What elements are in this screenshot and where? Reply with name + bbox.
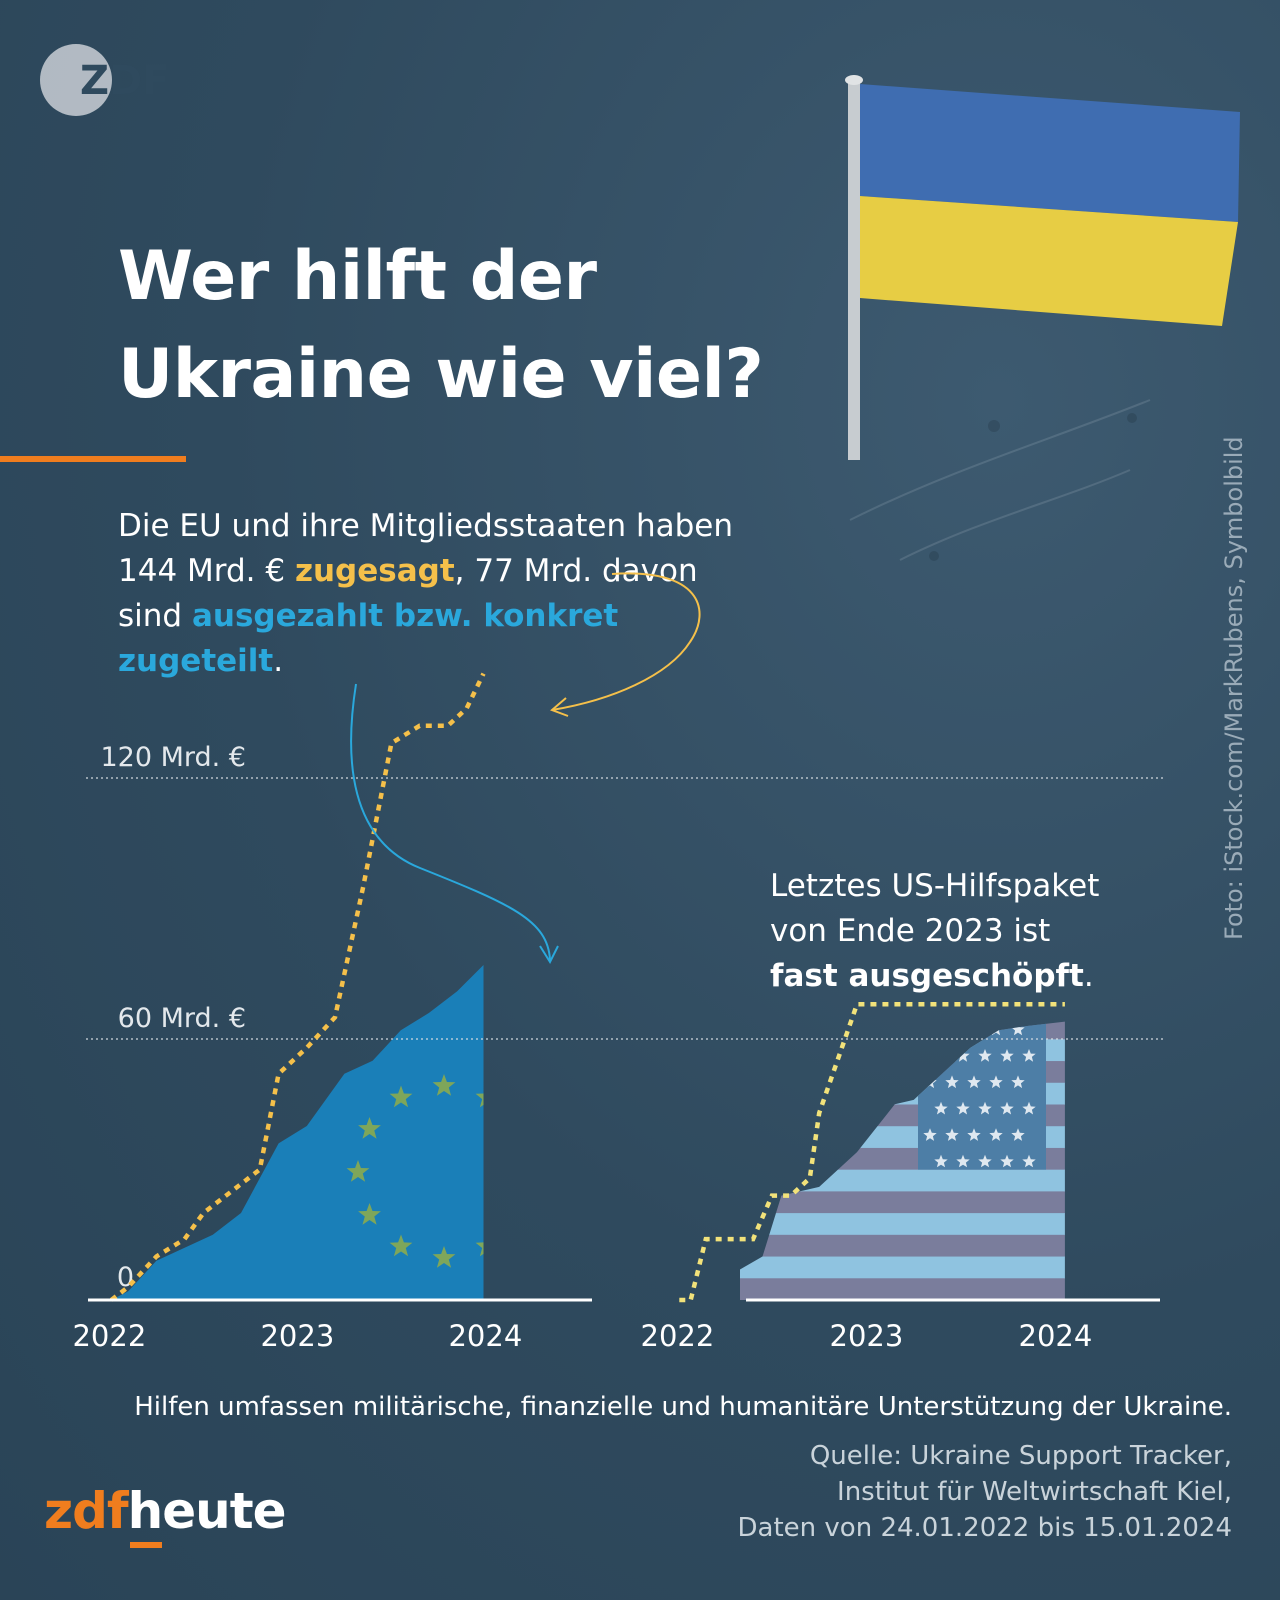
us-star-21 [945, 1128, 959, 1141]
title-line-2: Ukraine wie viel? [118, 335, 764, 414]
us-stripe-1 [740, 1039, 1065, 1062]
pledged-arrow-icon [551, 572, 701, 711]
zdfheute-logo: zdfheute [44, 1482, 287, 1540]
us-stripe-8 [740, 1191, 1065, 1214]
us-star-1 [945, 1022, 959, 1036]
title-line-1: Wer hilft der [118, 237, 597, 316]
us-note-text: Letztes US-Hilfspaket von Ende 2023 ist … [770, 864, 1230, 999]
pledged-arrowhead-icon [550, 697, 569, 717]
us-star-22 [967, 1128, 981, 1141]
us-star-0 [923, 1022, 937, 1036]
us-stripe-11 [740, 1256, 1065, 1279]
us-star-14 [1011, 1075, 1025, 1089]
us-star-2 [967, 1022, 981, 1036]
us-star-16 [956, 1101, 970, 1115]
allocated-arrow-icon [350, 683, 551, 961]
eu-star-10 [358, 1117, 381, 1139]
us-star-19 [1022, 1101, 1036, 1115]
eu-star-4 [507, 1203, 530, 1225]
eu-flag-stars-icon [346, 1074, 542, 1268]
us-note-bold: fast ausgeschöpft [770, 958, 1084, 994]
us-star-18 [1000, 1101, 1014, 1115]
us-star-9 [1022, 1049, 1036, 1062]
x-tick-label-1-2: 2024 [1019, 1319, 1093, 1353]
us-star-24 [1011, 1128, 1025, 1141]
us-star-29 [1022, 1154, 1036, 1168]
footnote: Hilfen umfassen militärische, finanziell… [134, 1392, 1232, 1422]
intro-pledged-label: zugesagt [294, 553, 455, 589]
zdf-logo-icon: ZDF [40, 44, 170, 116]
ukraine-flag-icon [845, 75, 1240, 460]
intro-allocated-label: ausgezahlt bzw. konkret zugeteilt [118, 598, 619, 679]
intro-part-1: Die EU und ihre Mitgliedsstaaten haben 1… [118, 508, 734, 589]
brand-zdf: zdf [44, 1482, 129, 1540]
page-title: Wer hilft der Ukraine wie viel? [118, 228, 818, 424]
us-stripe-12 [740, 1278, 1065, 1300]
us-star-8 [1000, 1049, 1014, 1062]
us-stripe-0 [740, 1021, 1065, 1040]
map-backdrop [849, 399, 1151, 561]
us-star-12 [967, 1075, 981, 1089]
us-star-23 [989, 1128, 1003, 1141]
us-stripe-10 [740, 1234, 1065, 1258]
eu-star-3 [519, 1160, 542, 1182]
us-star-27 [978, 1154, 992, 1168]
eu-star-2 [507, 1117, 530, 1139]
eu-pledged-line [109, 672, 486, 1302]
x-tick-label-0-0: 2022 [72, 1319, 146, 1353]
us-star-26 [956, 1154, 970, 1168]
x-tick-label-1-1: 2023 [830, 1319, 904, 1353]
eu-star-9 [346, 1160, 370, 1182]
us-star-15 [934, 1101, 948, 1115]
us-star-28 [1000, 1154, 1014, 1168]
x-tick-label-0-2: 2024 [448, 1319, 522, 1353]
intro-part-2: , 77 Mrd. davon sind [118, 553, 698, 634]
y-tick-label-0: 120 Mrd. € [100, 742, 246, 773]
gridlines [86, 777, 1164, 1040]
us-note-end: . [1083, 958, 1094, 994]
eu-star-0 [432, 1074, 456, 1096]
us-flag-canton [918, 1021, 1046, 1170]
us-star-17 [978, 1101, 992, 1115]
y-tick-label-2: 0 [117, 1262, 134, 1293]
eu-star-8 [358, 1203, 381, 1225]
us-note-line-2: von Ende 2023 ist [770, 913, 1051, 949]
intro-part-3: . [273, 643, 284, 679]
eu-star-6 [432, 1246, 456, 1268]
us-star-4 [1011, 1022, 1025, 1036]
brand-heute: heute [127, 1482, 287, 1540]
y-tick-labels: 120 Mrd. € 60 Mrd. € 0 [100, 742, 246, 1293]
source-note: Quelle: Ukraine Support Tracker, Institu… [632, 1438, 1232, 1546]
us-star-11 [945, 1075, 959, 1089]
eu-allocated-shape [111, 965, 484, 1300]
zdf-logo-text: ZDF [80, 58, 170, 104]
us-stripe-9 [740, 1213, 1065, 1236]
us-star-20 [923, 1128, 937, 1141]
allocated-arrowhead-icon [539, 945, 559, 965]
title-rule [0, 456, 186, 462]
x-tick-label-0-1: 2023 [260, 1319, 334, 1353]
us-star-7 [978, 1049, 992, 1062]
us-star-6 [956, 1049, 970, 1062]
us-star-25 [934, 1154, 948, 1168]
eu-allocated-area [111, 965, 542, 1300]
eu-intro-text: Die EU und ihre Mitgliedsstaaten haben 1… [118, 504, 758, 684]
us-star-13 [989, 1075, 1003, 1089]
source-line-1: Quelle: Ukraine Support Tracker, [809, 1441, 1232, 1471]
x-tick-label-1-0: 2022 [641, 1319, 715, 1353]
us-star-5 [934, 1049, 948, 1062]
eu-star-7 [389, 1234, 413, 1257]
us-note-line-1: Letztes US-Hilfspaket [770, 868, 1100, 904]
x-tick-labels: 2022 2023 2024 2022 2023 2024 [72, 1319, 1092, 1353]
source-line-2: Institut für Weltwirtschaft Kiel, [837, 1477, 1232, 1507]
us-pledged-line [679, 1001, 1065, 1303]
eu-star-11 [389, 1085, 413, 1108]
annotation-arrows [350, 572, 701, 965]
y-tick-label-1: 60 Mrd. € [118, 1003, 246, 1034]
us-allocated-area [740, 1021, 1065, 1300]
source-line-3: Daten von 24.01.2022 bis 15.01.2024 [737, 1513, 1232, 1543]
